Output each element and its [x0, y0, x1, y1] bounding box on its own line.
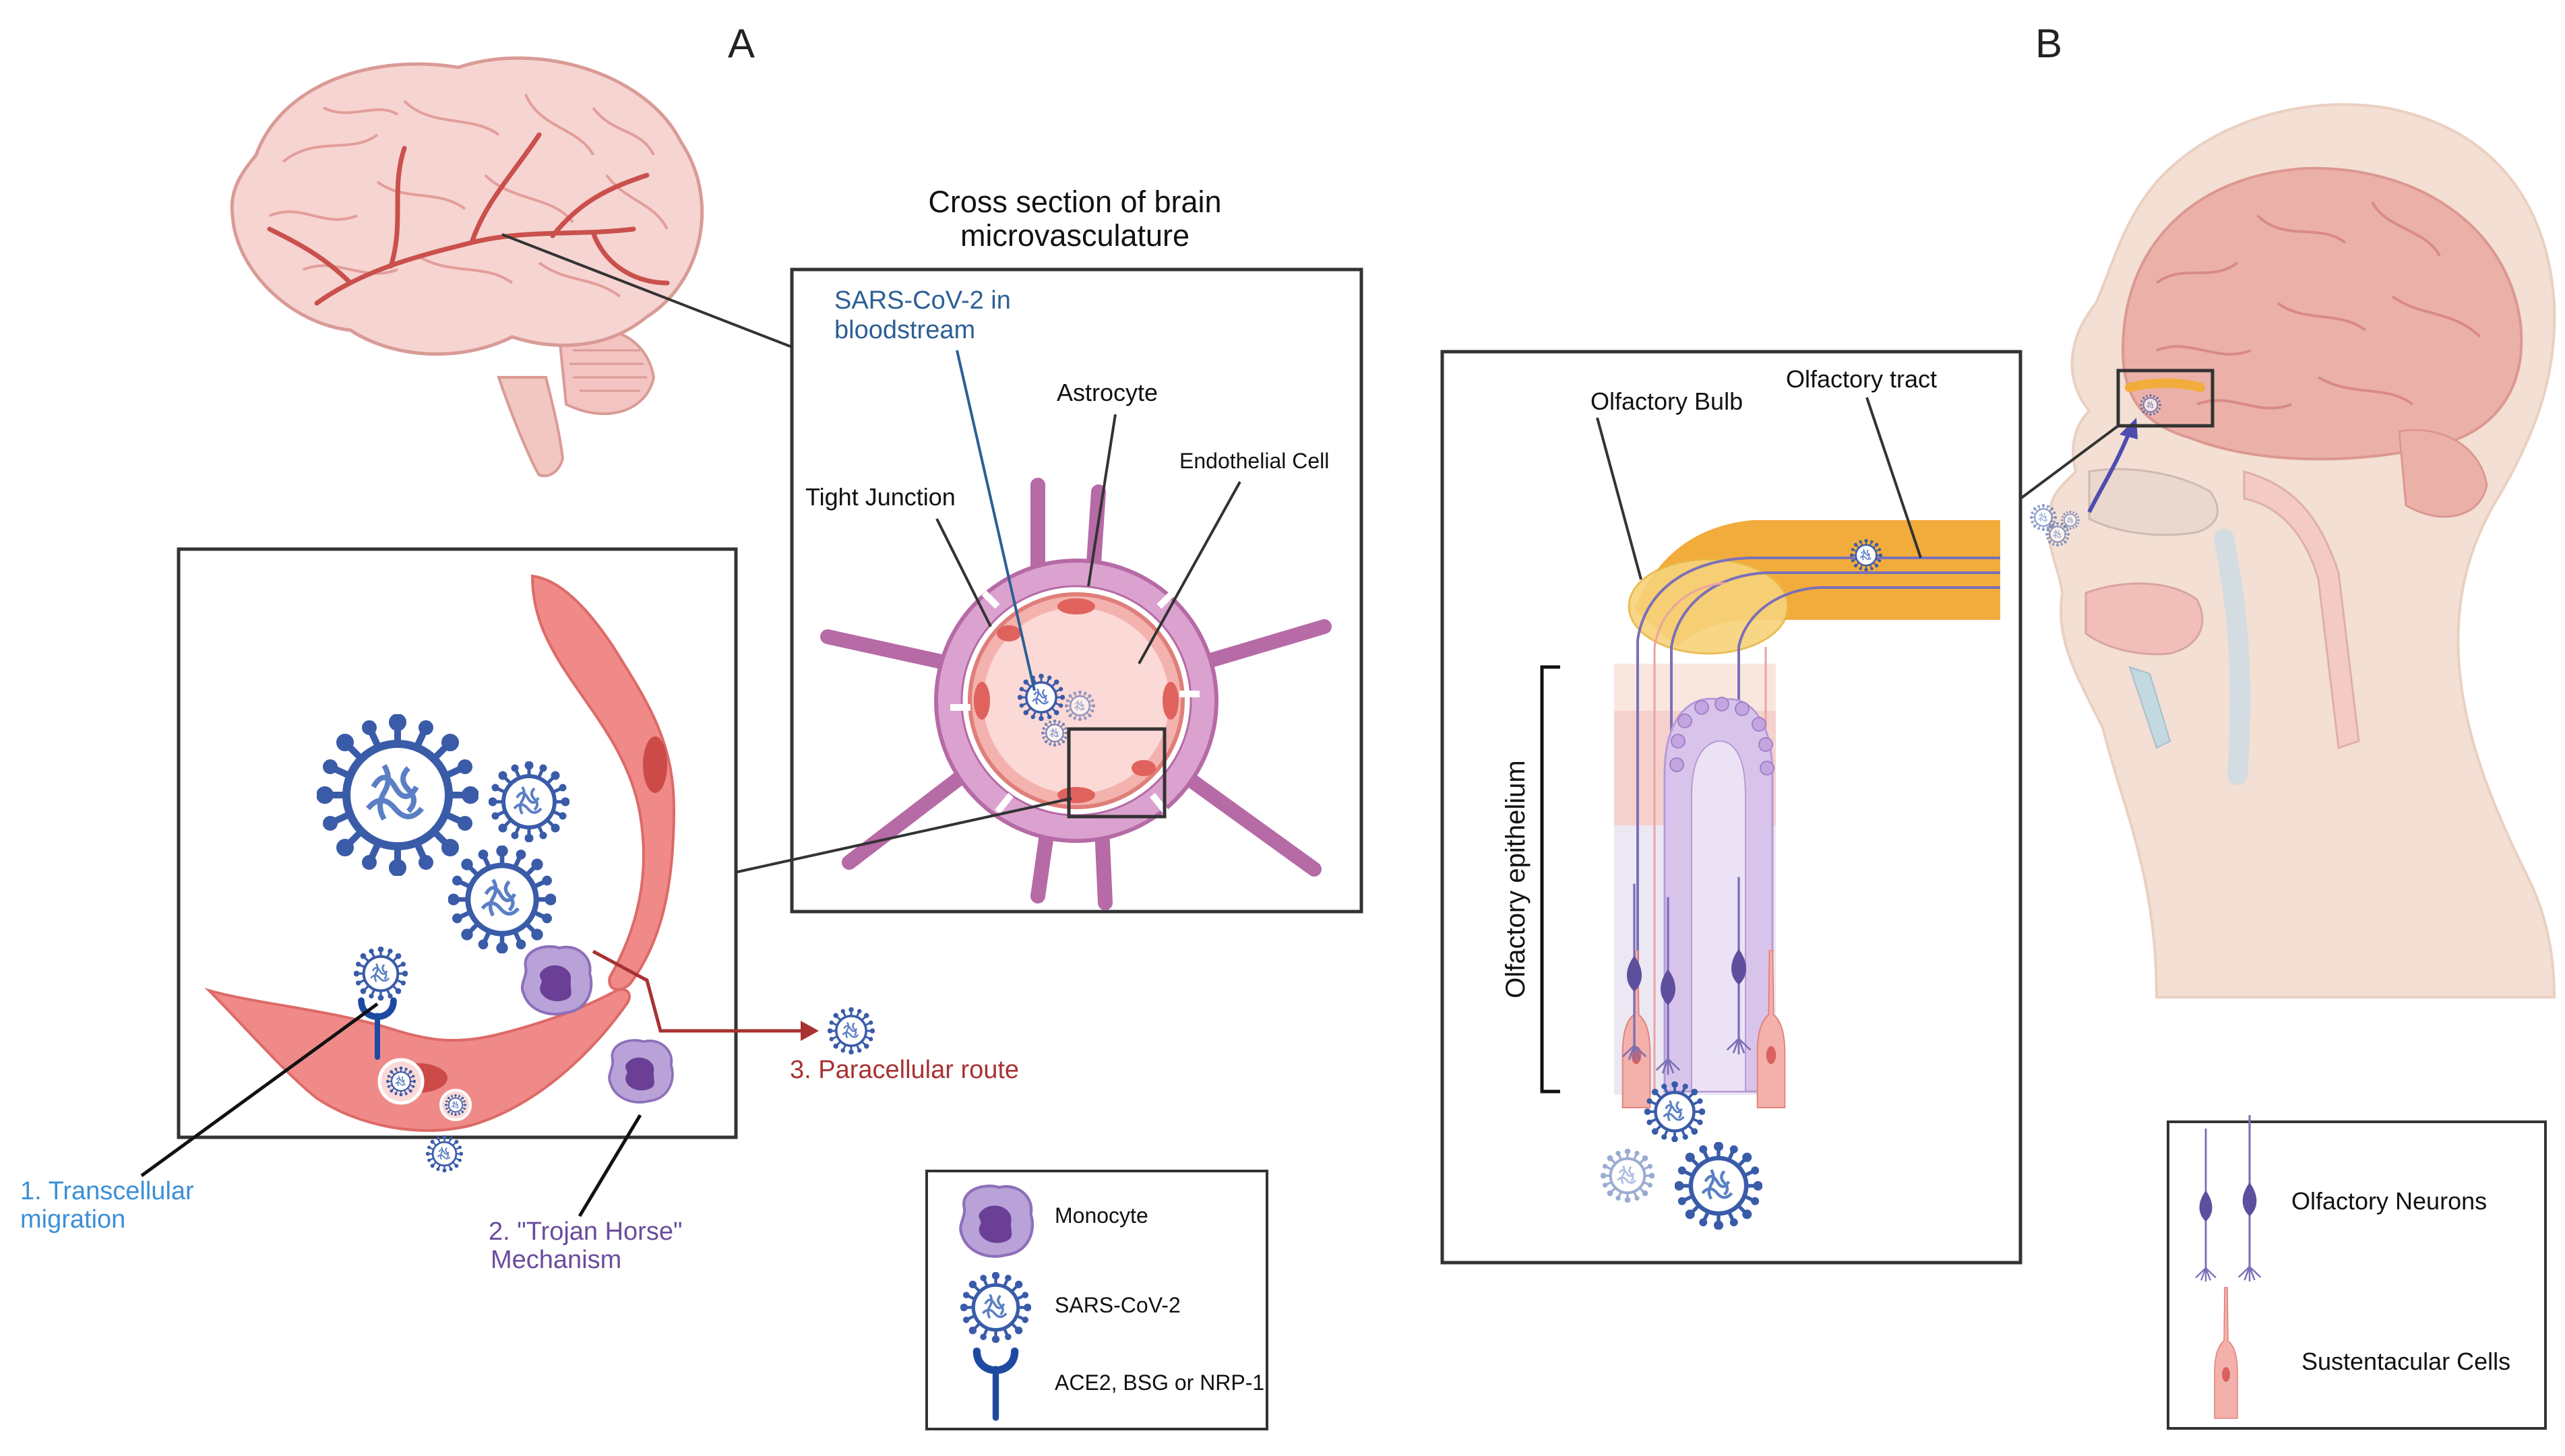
head-olfactory-tract [2125, 378, 2205, 392]
panel-label-b: B [2035, 21, 2062, 66]
legend-monocyte-icon [960, 1186, 1032, 1257]
paracellular-arrowhead [801, 1021, 819, 1041]
legend-sars-icon [960, 1272, 1031, 1343]
paracellular-route-label: 3. Paracellular route [790, 1056, 1019, 1084]
head-illustration [2047, 103, 2556, 999]
endothelial-cell-label: Endothelial Cell [1179, 449, 1329, 473]
trojan-horse-label-line-2: Mechanism [491, 1246, 621, 1274]
trojan-horse-label-line-1: 2. "Trojan Horse" [489, 1217, 682, 1246]
legend-receptor-label: ACE2, BSG or NRP-1 [1055, 1370, 1264, 1395]
legend-neurons-label: Olfactory Neurons [2291, 1187, 2487, 1215]
bloodstream-label-line-2: bloodstream [834, 316, 975, 344]
tight-junction-label: Tight Junction [805, 483, 956, 511]
panel-label-a: A [728, 21, 755, 66]
olfactory-tract-pointer [1865, 397, 1922, 559]
zoom-connector-line [734, 797, 1072, 874]
legend-sustentacular-label: Sustentacular Cells [2301, 1348, 2510, 1375]
bloodstream-label-line-1: SARS-CoV-2 in [834, 286, 1011, 315]
brain-connector-line [501, 233, 793, 348]
airflow-arrowhead [2120, 418, 2138, 439]
olfactory-bulb-pointer [1596, 417, 1642, 580]
exiting-virus-icon [426, 1135, 463, 1172]
olfactory-epithelium-label: Olfactory epithelium [1501, 760, 1531, 998]
bloodstream-pointer [956, 350, 1036, 691]
paracellular-virus-icon [828, 1007, 875, 1054]
endothelial-cell-pointer [1138, 481, 1241, 664]
microvessel-cross-section [820, 478, 1332, 910]
inhaled-virus-icon-3 [2061, 511, 2080, 530]
transcellular-label-line-2: migration [20, 1205, 125, 1234]
inhaled-virus-icon-1 [2030, 504, 2057, 531]
olfactory-illustration [1601, 520, 2000, 1230]
transcellular-pointer [140, 1002, 379, 1178]
paracellular-route-arrow [592, 949, 805, 1033]
head-connector-line [2019, 424, 2120, 500]
zoom-region-box [1067, 727, 1167, 819]
legend-sars-label: SARS-CoV-2 [1055, 1293, 1181, 1317]
inhaled-virus-icon-2 [2045, 522, 2070, 546]
trojan-horse-pointer [578, 1114, 642, 1217]
legend-monocyte-label: Monocyte [1055, 1203, 1148, 1228]
epithelium-bracket [1540, 665, 1560, 1094]
brain-illustration [230, 56, 704, 478]
tight-junction-pointer [935, 518, 992, 627]
airflow-arrow [2087, 430, 2132, 513]
head-zoom-box [2116, 369, 2215, 428]
astrocyte-pointer [1087, 414, 1117, 587]
olfactory-bulb-label: Olfactory Bulb [1590, 387, 1743, 415]
olfactory-tract-label: Olfactory tract [1786, 365, 1937, 393]
bbb-zoom-illustration [204, 574, 676, 1132]
cross-section-title-line-2: microvasculature [960, 218, 1189, 253]
astrocyte-label: Astrocyte [1057, 379, 1158, 406]
bulb-virus-icon [2140, 394, 2161, 416]
cross-section-title-line-1: Cross section of brain [928, 185, 1221, 219]
transcellular-label-line-1: 1. Transcellular [20, 1177, 194, 1205]
